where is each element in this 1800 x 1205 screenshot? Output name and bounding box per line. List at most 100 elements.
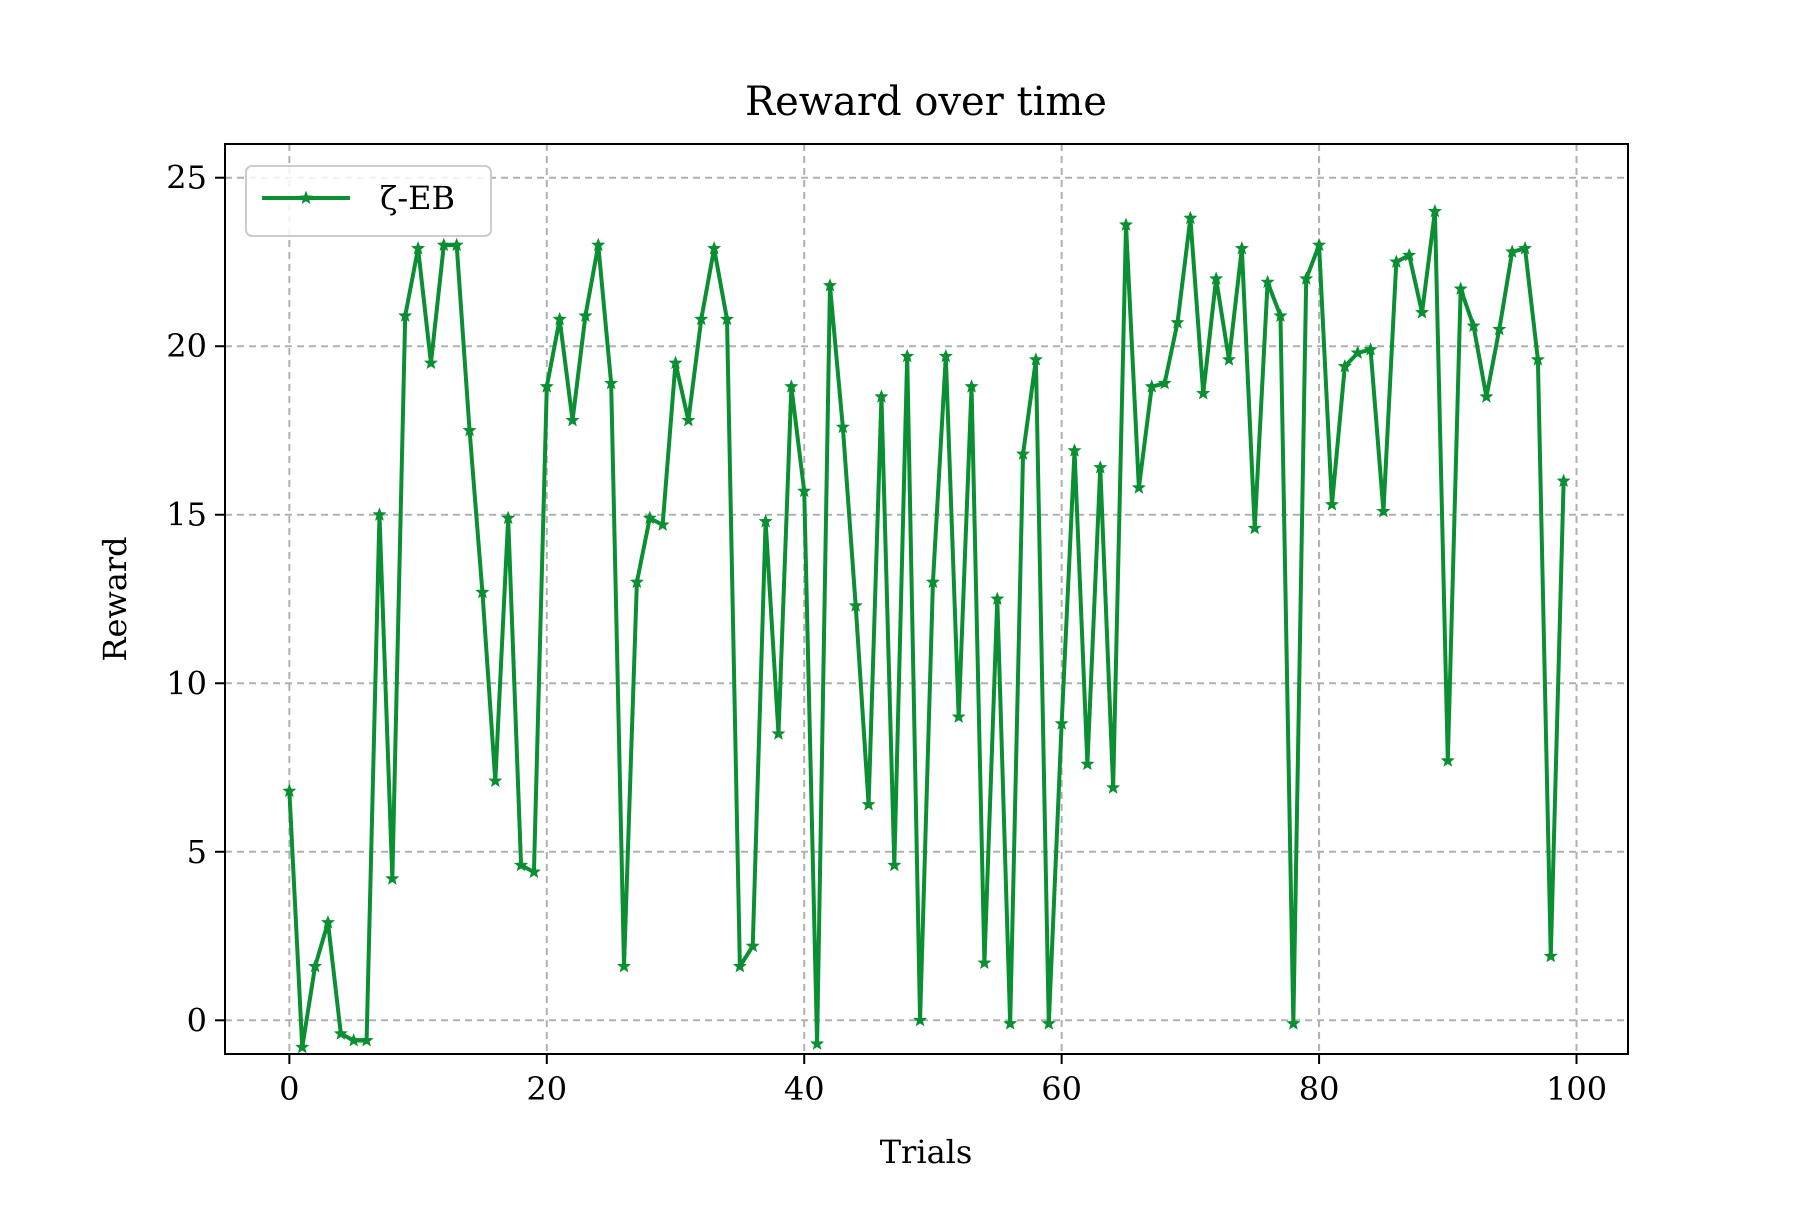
- y-axis-label: Reward: [96, 536, 134, 661]
- data-point: [1067, 443, 1082, 457]
- x-axis-ticks: 0 20 40 60 80 100: [279, 1054, 1607, 1108]
- data-point: [578, 308, 593, 322]
- data-point: [1183, 210, 1198, 225]
- data-point: [771, 726, 786, 740]
- data-point: [1093, 460, 1108, 474]
- data-point: [719, 311, 735, 326]
- data-point: [1376, 504, 1391, 518]
- data-point: [1479, 389, 1494, 403]
- data-point: [475, 584, 490, 599]
- data-point: [655, 517, 670, 531]
- data-point: [1415, 305, 1430, 319]
- x-tick-label: 60: [1041, 1070, 1082, 1108]
- data-point: [539, 379, 554, 393]
- data-point: [1324, 497, 1339, 511]
- data-point: [642, 510, 657, 525]
- data-point: [810, 1036, 825, 1050]
- data-point: [629, 574, 644, 589]
- y-tick-label: 20: [166, 327, 207, 365]
- x-tick-label: 20: [526, 1070, 567, 1108]
- x-tick-label: 40: [784, 1070, 825, 1108]
- data-point: [1157, 375, 1172, 390]
- data-point: [1234, 241, 1249, 255]
- data-point: [359, 1033, 374, 1047]
- data-point: [797, 483, 812, 498]
- data-point: [514, 857, 529, 872]
- data-point: [1016, 446, 1031, 461]
- data-point: [1131, 480, 1146, 494]
- data-point: [604, 375, 619, 390]
- series-layer: [282, 204, 1571, 1054]
- y-tick-label: 10: [166, 664, 207, 702]
- data-point: [1350, 345, 1365, 359]
- data-point: [1402, 247, 1417, 262]
- data-point: [526, 864, 541, 878]
- data-point: [1273, 308, 1288, 322]
- data-point: [1080, 756, 1095, 771]
- data-point: [861, 797, 876, 811]
- data-point: [436, 237, 451, 252]
- data-point: [1530, 352, 1545, 366]
- data-point: [784, 379, 799, 393]
- data-point: [385, 871, 400, 885]
- data-point: [1144, 379, 1159, 393]
- data-point: [1337, 359, 1352, 373]
- legend-series-label: ζ-EB: [380, 179, 455, 217]
- legend-box: [245, 165, 492, 237]
- data-point: [1466, 318, 1481, 332]
- data-point: [822, 278, 837, 292]
- data-point: [1543, 948, 1558, 963]
- y-tick-label: 5: [187, 833, 207, 871]
- data-point: [346, 1033, 361, 1047]
- data-point: [681, 412, 696, 427]
- data-point: [333, 1026, 348, 1040]
- data-point: [848, 598, 863, 612]
- data-point: [398, 308, 413, 322]
- data-point: [951, 709, 966, 723]
- data-point: [617, 959, 632, 973]
- data-point: [1505, 244, 1520, 258]
- data-point: [1556, 473, 1571, 487]
- data-point: [1118, 217, 1134, 231]
- series-line: [287, 209, 1566, 1050]
- data-point: [1209, 271, 1224, 285]
- data-point: [1427, 204, 1442, 218]
- data-point: [964, 379, 979, 393]
- data-point: [552, 311, 567, 326]
- data-point: [694, 311, 709, 326]
- data-point: [990, 591, 1005, 605]
- data-point: [732, 959, 747, 973]
- data-point: [449, 237, 464, 252]
- data-point: [1453, 281, 1468, 295]
- data-point: [1196, 386, 1211, 400]
- data-point: [1440, 753, 1455, 767]
- x-tick-label: 80: [1299, 1070, 1340, 1108]
- data-point: [423, 355, 438, 370]
- x-tick-label: 0: [279, 1070, 299, 1108]
- data-point: [308, 959, 323, 973]
- data-point: [1028, 352, 1043, 366]
- data-point: [938, 348, 953, 363]
- data-point: [1363, 342, 1378, 356]
- x-axis-label: Trials: [880, 1133, 973, 1171]
- plot-area-frame: [224, 143, 1629, 1055]
- y-tick-label: 25: [166, 159, 207, 197]
- data-point: [707, 241, 722, 255]
- x-tick-label: 100: [1546, 1070, 1607, 1108]
- data-point: [1221, 352, 1236, 366]
- data-point: [745, 938, 760, 953]
- data-point: [501, 510, 516, 525]
- data-point: [1518, 241, 1533, 255]
- legend-series-marker: [298, 190, 314, 204]
- data-point: [1247, 520, 1262, 535]
- data-point: [1041, 1016, 1056, 1030]
- chart-title: Reward over time: [745, 79, 1107, 125]
- data-point: [565, 413, 580, 427]
- data-point: [913, 1012, 928, 1027]
- data-point: [320, 915, 335, 929]
- data-point: [1260, 274, 1275, 289]
- legend: ζ-EB: [245, 165, 492, 237]
- data-point: [835, 419, 850, 434]
